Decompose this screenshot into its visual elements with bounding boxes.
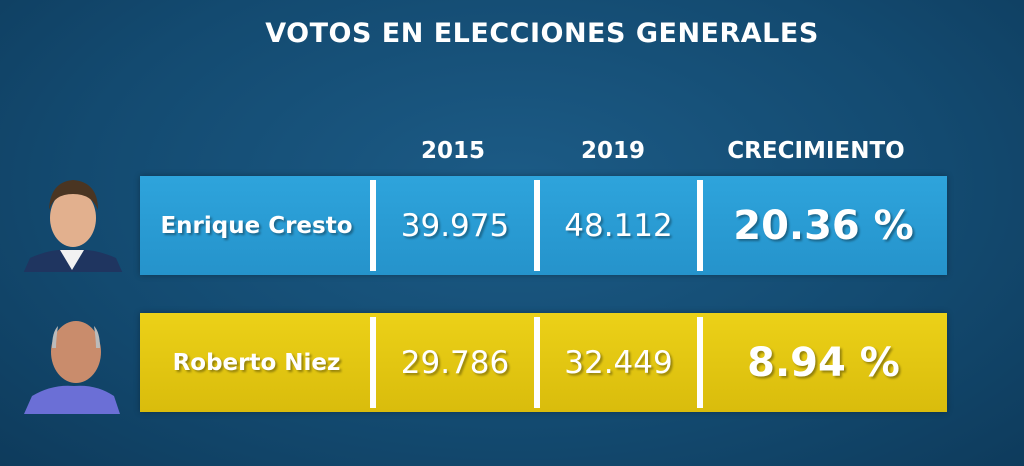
header-growth: CRECIMIENTO [727,138,905,164]
table-row: Enrique Cresto 39.975 48.112 20.36 % [140,176,947,275]
votes-2015: 29.786 [400,344,510,381]
header-2015: 2015 [420,138,486,164]
candidate-photo-cresto [22,170,124,272]
votes-2019: 48.112 [564,207,673,244]
votes-2019: 32.449 [564,344,673,381]
growth: 20.36 % [733,202,914,249]
divider [370,180,376,271]
header-2019: 2019 [580,138,646,164]
divider [697,317,703,408]
divider [534,180,540,271]
candidate-name: Roberto Niez [172,349,341,376]
divider [697,180,703,271]
divider [370,317,376,408]
growth: 8.94 % [747,339,900,386]
votes-2015: 39.975 [400,207,510,244]
page-title: VOTOS EN ELECCIONES GENERALES [265,18,819,49]
candidate-name: Enrique Cresto [160,212,353,239]
divider [534,317,540,408]
table-row: Roberto Niez 29.786 32.449 8.94 % [140,313,947,412]
candidate-photo-niez [22,312,124,414]
